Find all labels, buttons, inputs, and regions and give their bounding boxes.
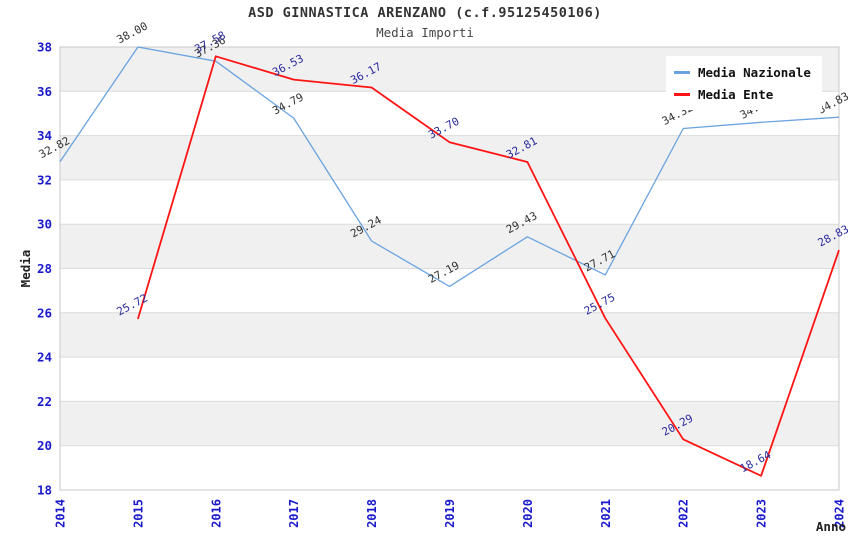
x-tick-label: 2023 (755, 499, 769, 528)
y-tick-label: 38 (37, 40, 52, 55)
x-axis-title: Anno (816, 519, 846, 534)
y-tick-label: 22 (37, 394, 52, 409)
line-media-nazionale (59, 46, 840, 288)
plot-band (60, 312, 839, 358)
legend-label: Media Ente (698, 86, 774, 102)
x-tick-label: 2021 (599, 499, 613, 528)
x-tick-label: 2020 (521, 499, 535, 528)
data-label-media-ente: 18.64 (738, 448, 774, 475)
legend-line-swatch-blue (674, 70, 690, 74)
y-tick-label: 28 (37, 261, 52, 276)
y-tick-label: 26 (37, 305, 52, 320)
legend-line-swatch-red (674, 92, 690, 96)
legend-item-media-ente: Media Ente (674, 83, 822, 105)
x-tick-label: 2018 (365, 499, 379, 528)
line-media-ente (137, 55, 840, 477)
x-tick-label: 2016 (209, 499, 223, 528)
data-label-media-nazionale: 38.00 (115, 19, 150, 46)
y-tick-label: 20 (37, 438, 52, 453)
legend-label: Media Nazionale (698, 64, 811, 80)
plot-border (59, 46, 840, 491)
chart-subtitle: Media Importi (376, 25, 474, 40)
x-tick-label: 2014 (54, 499, 68, 528)
y-tick-label: 24 (37, 350, 52, 365)
y-tick-label: 32 (37, 172, 52, 187)
plot-band (60, 224, 839, 269)
x-tick-label: 2017 (287, 499, 301, 528)
legend: Media Nazionale Media Ente (666, 56, 822, 110)
x-tick-label: 2024 (833, 499, 847, 528)
x-tick-label: 2022 (677, 499, 691, 528)
y-tick-label: 18 (37, 483, 52, 498)
x-tick-label: 2019 (443, 499, 457, 528)
y-tick-label: 30 (37, 217, 52, 232)
legend-item-media-nazionale: Media Nazionale (674, 61, 822, 83)
y-axis-title: Media (18, 250, 33, 288)
y-tick-label: 34 (37, 128, 52, 143)
y-tick-label: 36 (37, 84, 52, 99)
plot-band (60, 401, 839, 446)
x-tick-label: 2015 (131, 499, 145, 528)
chart-title: ASD GINNASTICA ARENZANO (c.f.95125450106… (248, 5, 602, 21)
